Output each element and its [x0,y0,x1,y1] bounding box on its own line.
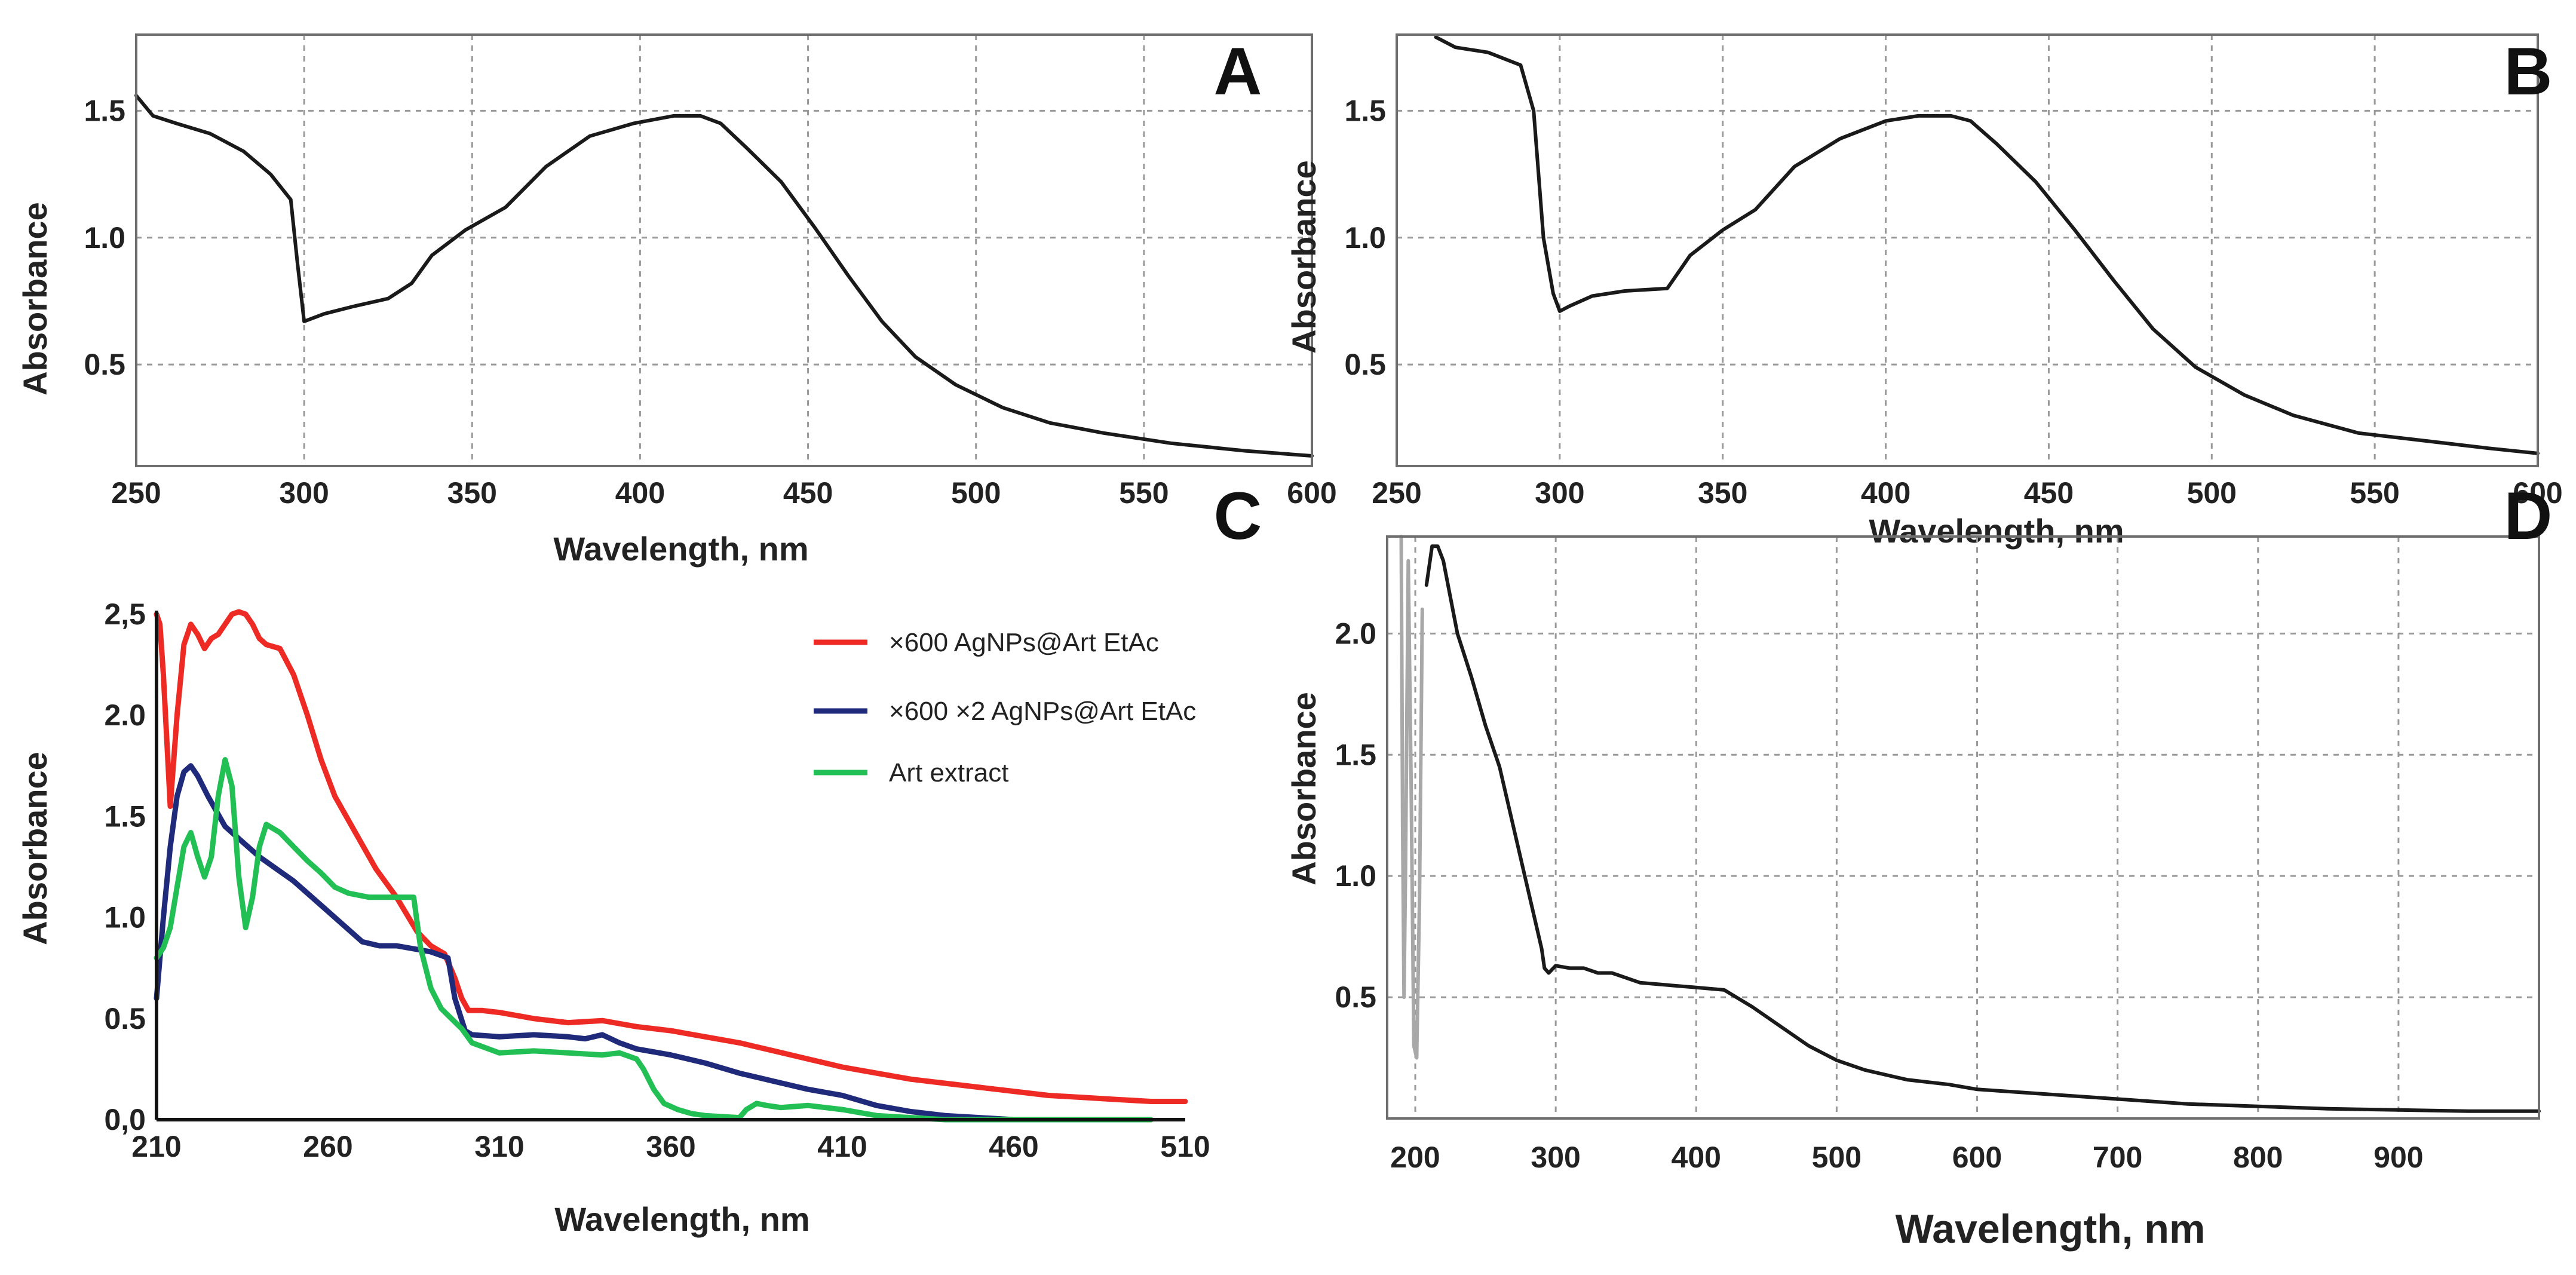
panel-c-ytick-1: 0.5 [104,1002,146,1035]
panel-d-xtick-7: 900 [2373,1141,2423,1174]
panel-d-grid [1387,537,2539,1118]
panel-c-series-0-line [154,609,1188,1104]
panel-b-xtick-1: 300 [1535,476,1584,510]
panel-d-xtick-4: 600 [1952,1141,2002,1174]
panel-c-xtick-4: 410 [817,1130,867,1163]
panel-a-ytick-0: 0.5 [84,348,125,381]
panel-a-ticks: 250 300 350 400 450 500 550 600 0.5 1.0 1.5 [84,94,1336,510]
panel-b-ytick-2: 1.5 [1344,94,1386,127]
panel-c-ytick-2: 1.0 [104,901,146,934]
legend-label-green: Art extract [889,758,1009,787]
panel-c-xtick-5: 460 [989,1130,1038,1163]
panel-c-ytick-3: 1.5 [104,799,146,833]
panel-d-series-0-line [1399,535,1424,1060]
panel-d-frame [1386,535,2540,1120]
panel-d-xlabel: Wavelength, nm [1896,1206,2206,1252]
panel-d-xtick-5: 700 [2093,1141,2142,1174]
panel-b-xtick-5: 500 [2187,476,2237,510]
panel-d-ytick-2: 1.5 [1335,738,1376,771]
panel-b-letter: B [2504,34,2553,109]
panel-b-ylabel: Absorbance [1285,160,1323,354]
panel-c-xtick-6: 510 [1160,1130,1210,1163]
panel-c-ytick-4: 2.0 [104,698,146,732]
panel-a-series [134,93,1314,458]
panel-b-series-0-line [1434,35,2540,455]
panel-a-xtick-3: 400 [615,476,665,510]
panel-a-ylabel: Absorbance [16,202,54,396]
panel-d-xtick-3: 500 [1812,1141,1862,1174]
panel-d-ticks: 200 300 400 500 600 700 800 900 0.5 1.0 1.5 2.0 [1335,617,2423,1174]
panel-a-letter: A [1214,34,1262,109]
panel-c-xtick-3: 360 [646,1130,695,1163]
panel-b-frame [1396,33,2539,467]
panel-c-legend: ×600 AgNPs@Art EtAc ×600 ×2 AgNPs@Art Et… [814,628,1196,787]
panel-a-series-0-line [134,93,1314,458]
panel-b-ticks: 250 300 350 400 450 500 550 600 0.5 1.0 1.5 [1344,94,2562,510]
panel-a-xtick-7: 600 [1287,476,1336,510]
panel-b-xtick-0: 250 [1372,476,1421,510]
panel-a-xtick-5: 500 [951,476,1001,510]
panel-a-xtick-0: 250 [111,476,161,510]
panel-b-ytick-1: 1.0 [1344,221,1386,255]
panel-b-series [1434,35,2540,455]
legend-label-red: ×600 AgNPs@Art EtAc [889,628,1159,657]
panel-a-xtick-6: 550 [1119,476,1169,510]
panel-c-xtick-1: 260 [303,1130,352,1163]
panel-a-xtick-1: 300 [279,476,329,510]
panel-d-ytick-0: 0.5 [1335,980,1376,1014]
panel-b-plot-frame [1396,33,2539,467]
panel-c: 210 260 310 360 410 460 5100,00.51.01.52.02,5 … [16,479,1262,1238]
panel-c-letter: C [1214,479,1262,553]
panel-d-ylabel: Absorbance [1285,692,1323,885]
panel-d-letter: D [2504,479,2553,553]
panel-a-ytick-2: 1.5 [84,94,125,127]
panel-a-xtick-2: 350 [447,476,497,510]
panel-d-series [1399,535,2541,1113]
panel-d-ytick-3: 2.0 [1335,617,1376,650]
panel-b-xtick-7: 600 [2513,476,2562,510]
panel-b-xtick-2: 350 [1698,476,1747,510]
panel-d: 200 300 400 500 600 700 800 900 0.5 1.0 1.5 2.0 Wav… [1285,479,2552,1252]
panel-c-xtick-0: 210 [131,1130,181,1163]
panel-a-xtick-4: 450 [783,476,833,510]
panel-d-series-1-line [1424,544,2541,1113]
panel-b-xtick-4: 450 [2024,476,2074,510]
panel-d-ytick-1: 1.0 [1335,859,1376,893]
panel-a-frame [135,33,1313,467]
panel-c-xtick-2: 310 [474,1130,524,1163]
panel-d-xtick-2: 400 [1672,1141,1721,1174]
panel-c-frame [155,611,1185,1121]
panel-b-xtick-3: 400 [1861,476,1910,510]
panel-b-ytick-0: 0.5 [1344,348,1386,381]
panel-d-plot-frame [1386,535,2540,1120]
panel-c-ticks: 210 260 310 360 410 460 510 0,0 0.5 1.0 1.5 2.0 2,5 [104,597,1210,1163]
panel-c-series-1-line [154,763,1085,1123]
panel-a: 250 300 350 400 450 500 550 600 0.5 1.0 1.5 Wavele… [16,33,1337,568]
panel-c-ytick-0: 0,0 [104,1103,146,1136]
panel-d-xtick-6: 800 [2233,1141,2283,1174]
panel-c-ytick-5: 2,5 [104,597,146,631]
panel-b-grid [1397,35,2538,466]
panel-b: 250 300 350 400 450 500 550 600 0.5 1.0 1.5 Wavele… [1285,33,2563,550]
panel-c-series-2-line [154,757,1154,1123]
panel-b-xlabel: Wavelength, nm [1869,512,2124,550]
panel-c-ylabel: Absorbance [16,752,54,945]
panel-a-xlabel: Wavelength, nm [553,530,808,568]
panel-d-xtick-1: 300 [1531,1141,1580,1174]
panel-b-xtick-6: 550 [2350,476,2399,510]
panel-c-series [154,609,1188,1123]
panel-d-xtick-0: 200 [1390,1141,1440,1174]
panel-c-xlabel: Wavelength, nm [554,1200,809,1238]
legend-label-blue: ×600 ×2 AgNPs@Art EtAc [889,697,1196,726]
panel-a-plot-frame [135,33,1313,467]
panel-a-ytick-1: 1.0 [84,221,125,255]
